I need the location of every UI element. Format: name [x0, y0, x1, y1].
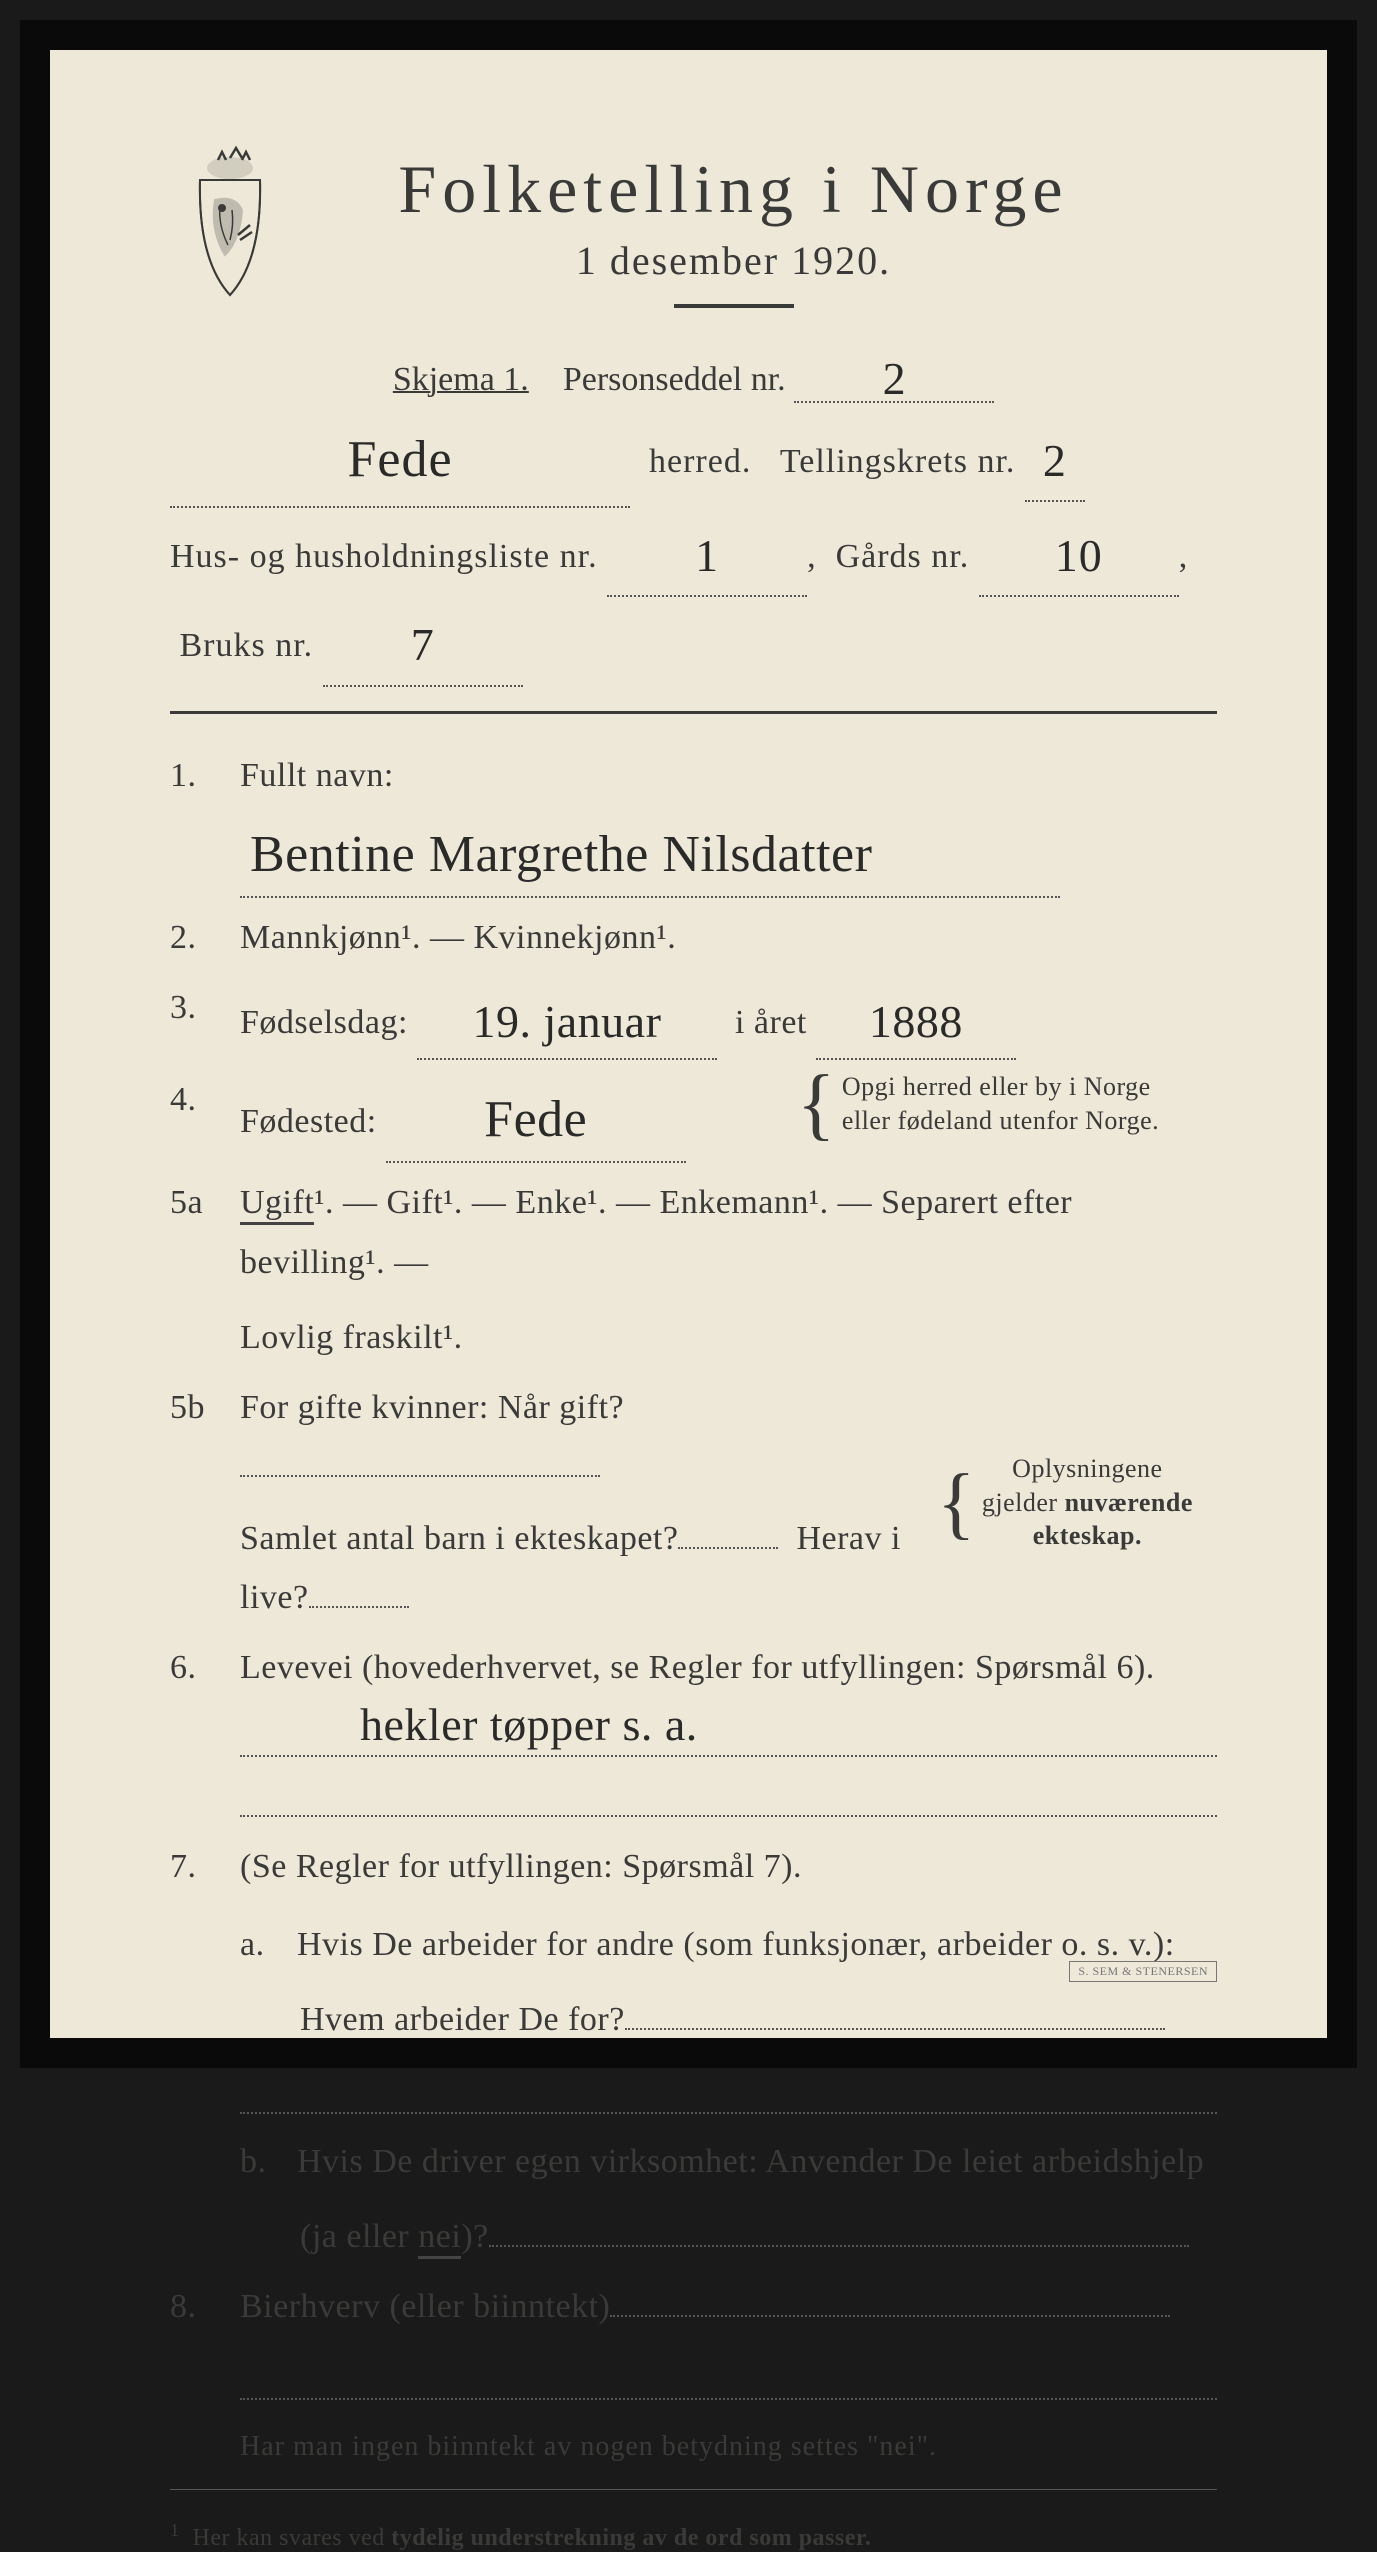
brace-icon: { [937, 1479, 976, 1527]
coat-of-arms-icon [170, 140, 290, 300]
q4-note: { Opgi herred eller by i Norge eller fød… [797, 1070, 1217, 1138]
husliste-label: Hus- og husholdningsliste nr. [170, 538, 598, 575]
q4-value-field: Fede [386, 1070, 686, 1163]
brace-icon: { [797, 1080, 836, 1128]
q4-note-text: Opgi herred eller by i Norge eller fødel… [842, 1070, 1159, 1138]
hint: Har man ingen biinntekt av nogen betydni… [240, 2420, 1217, 2473]
q4-body: Fødested: Fede { Opgi herred eller by i … [240, 1070, 1217, 1163]
personseddel-label: Personseddel nr. [563, 361, 786, 398]
header: Folketelling i Norge 1 desember 1920. [170, 150, 1217, 338]
q7a-line2: Hvem arbeider De for? [300, 1990, 1217, 2050]
q1-value-field: Bentine Margrethe Nilsdatter [240, 805, 1060, 898]
q6-value-line: hekler tøpper s. a. [240, 1707, 1217, 1757]
q3-label: Fødselsdag: [240, 1004, 408, 1041]
q7-intro: (Se Regler for utfyllingen: Spørsmål 7). [240, 1837, 1217, 1897]
q4-row: 4. Fødested: Fede { Opgi herred eller by… [170, 1070, 1217, 1163]
q5a-body: Ugift¹. — Gift¹. — Enke¹. — Enkemann¹. —… [240, 1173, 1217, 1368]
q3-day-field: 19. januar [417, 978, 717, 1061]
herred-label: herred. [649, 443, 751, 480]
q1-label: Fullt navn: [240, 757, 394, 794]
q5b-line2: Samlet antal barn i ekteskapet? Herav i … [240, 1509, 937, 1628]
title-block: Folketelling i Norge 1 desember 1920. [330, 150, 1217, 338]
q2-num: 2. [170, 908, 240, 968]
census-form-page: Folketelling i Norge 1 desember 1920. Sk… [20, 20, 1357, 2068]
q3-year-field: 1888 [816, 978, 1016, 1061]
subtitle: 1 desember 1920. [330, 237, 1137, 284]
q8-label: Bierhverv (eller biinntekt) [240, 2288, 610, 2325]
q5a-text2: Lovlig fraskilt¹. [240, 1308, 1217, 1368]
q8-body: Bierhverv (eller biinntekt) [240, 2277, 1217, 2411]
q2-row: 2. Mannkjønn¹. — Kvinnekjønn¹. [170, 908, 1217, 968]
q8-row: 8. Bierhverv (eller biinntekt) [170, 2277, 1217, 2411]
q4-label: Fødested: [240, 1103, 377, 1140]
title-rule [674, 304, 794, 308]
gards-label: Gårds nr. [836, 538, 970, 575]
q3-mid: i året [735, 1004, 807, 1041]
q5b-row: 5b For gifte kvinner: Når gift? Samlet a… [170, 1378, 1217, 1628]
main-title: Folketelling i Norge [330, 150, 1137, 229]
q3-row: 3. Fødselsdag: 19. januar i året 1888 [170, 978, 1217, 1061]
q5b-note: { Oplysningene gjelder nuværende ekteska… [937, 1452, 1217, 1553]
q5b-note-text: Oplysningene gjelder nuværende ekteskap. [982, 1452, 1193, 1553]
skjema-label: Skjema 1. [393, 361, 529, 398]
q7a-text1: Hvis De arbeider for andre (som funksjon… [297, 1926, 1175, 1963]
footer-rule [170, 2489, 1217, 2490]
q7-body: (Se Regler for utfyllingen: Spørsmål 7).… [240, 1837, 1217, 2267]
q7a-blank [240, 2064, 1217, 2114]
q6-num: 6. [170, 1638, 240, 1828]
q7b-line2: (ja eller nei)? [300, 2207, 1217, 2267]
footnote-bold: tydelig understrekning av de ord som pas… [391, 2525, 871, 2551]
skjema-row: Skjema 1. Personseddel nr. 2 [170, 348, 1217, 403]
q1-row: 1. Fullt navn: Bentine Margrethe Nilsdat… [170, 746, 1217, 899]
q6-row: 6. Levevei (hovederhvervet, se Regler fo… [170, 1638, 1217, 1828]
gards-value: 10 [979, 508, 1179, 597]
printer-stamp: S. SEM & STENERSEN [1069, 1961, 1217, 1982]
q2-text: Mannkjønn¹. — Kvinnekjønn¹. [240, 908, 1217, 968]
q4-num: 4. [170, 1070, 240, 1163]
herred-row: Fede herred. Tellingskrets nr. 2 [170, 407, 1217, 508]
q5a-text: Ugift¹. — Gift¹. — Enke¹. — Enkemann¹. —… [240, 1184, 1072, 1281]
q1-body: Fullt navn: Bentine Margrethe Nilsdatter [240, 746, 1217, 899]
footnote-num: 1 [170, 2520, 180, 2540]
q5a-num: 5a [170, 1173, 240, 1368]
q6-blank-line [240, 1767, 1217, 1817]
q6-body: Levevei (hovederhvervet, se Regler for u… [240, 1638, 1217, 1828]
footnote-text: Her kan svares ved [193, 2525, 392, 2551]
q5b-num: 5b [170, 1378, 240, 1628]
q5a-row: 5a Ugift¹. — Gift¹. — Enke¹. — Enkemann¹… [170, 1173, 1217, 1368]
q5b-body: For gifte kvinner: Når gift? Samlet anta… [240, 1378, 1217, 1628]
q8-blank [240, 2350, 1217, 2400]
bruks-value: 7 [323, 597, 523, 686]
q7a-label: a. [240, 1915, 288, 1975]
section-rule [170, 711, 1217, 714]
q7-num: 7. [170, 1837, 240, 2267]
q7b-text1: Hvis De driver egen virksomhet: Anvender… [297, 2143, 1204, 2180]
q5b-left: For gifte kvinner: Når gift? Samlet anta… [240, 1378, 937, 1628]
husliste-value: 1 [607, 508, 807, 597]
bruks-label: Bruks nr. [180, 627, 314, 664]
ids-row: Hus- og husholdningsliste nr. 1, Gårds n… [170, 508, 1217, 687]
q4-left: Fødested: Fede [240, 1070, 797, 1163]
q3-num: 3. [170, 978, 240, 1061]
herred-name-field: Fede [170, 407, 630, 508]
q7b-label: b. [240, 2132, 288, 2192]
crest-svg [170, 140, 290, 300]
q7b: b. Hvis De driver egen virksomhet: Anven… [240, 2132, 1217, 2192]
personseddel-value: 2 [794, 348, 994, 403]
q7-row: 7. (Se Regler for utfyllingen: Spørsmål … [170, 1837, 1217, 2267]
q1-num: 1. [170, 746, 240, 899]
q5b-line1: For gifte kvinner: Når gift? [240, 1378, 937, 1497]
q3-body: Fødselsdag: 19. januar i året 1888 [240, 978, 1217, 1061]
tellingskrets-value: 2 [1025, 413, 1085, 502]
q8-num: 8. [170, 2277, 240, 2411]
tellingskrets-label: Tellingskrets nr. [780, 443, 1016, 480]
footnote: 1 Her kan svares ved tydelig understrekn… [170, 2520, 1217, 2552]
